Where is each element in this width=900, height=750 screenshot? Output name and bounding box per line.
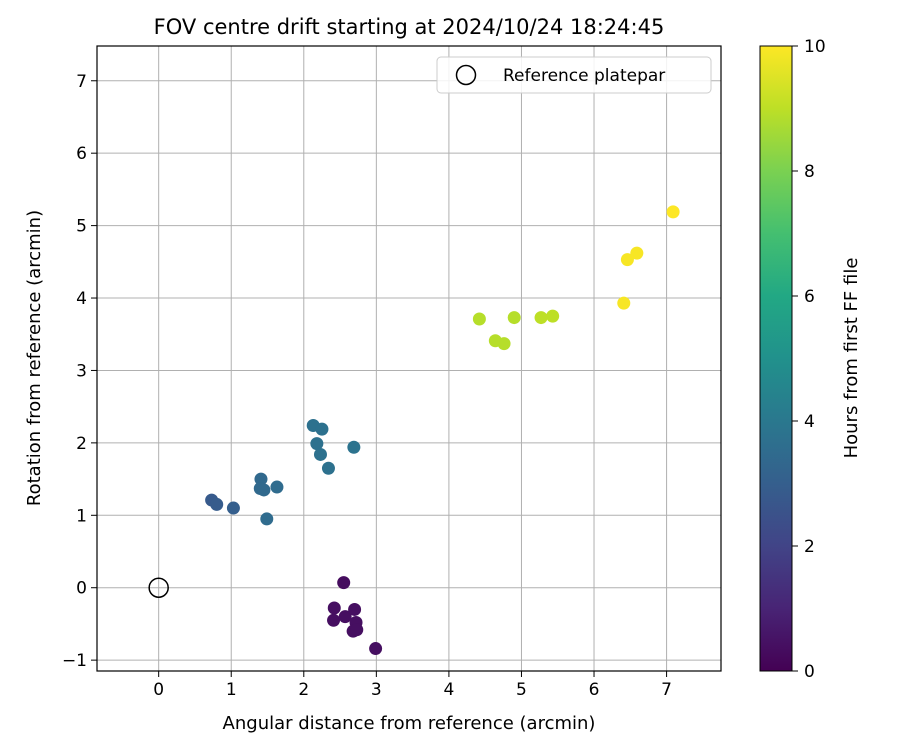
x-axis-label: Angular distance from reference (arcmin) bbox=[223, 713, 596, 734]
y-tick-label: 1 bbox=[76, 506, 87, 526]
x-tick-label: 0 bbox=[153, 680, 164, 700]
x-tick-label: 2 bbox=[298, 680, 309, 700]
x-tick-label: 6 bbox=[589, 680, 600, 700]
y-axis-ticks: −1 0 1 2 3 4 5 6 7 bbox=[62, 72, 97, 671]
colorbar-tick-label: 8 bbox=[804, 162, 815, 182]
scatter-point bbox=[338, 610, 352, 624]
x-tick-label: 3 bbox=[371, 680, 382, 700]
x-tick-label: 4 bbox=[443, 680, 454, 700]
y-tick-label: 5 bbox=[76, 217, 87, 237]
chart-title: FOV centre drift starting at 2024/10/24 … bbox=[154, 15, 665, 39]
grid-lines bbox=[97, 46, 721, 671]
scatter-point bbox=[257, 483, 271, 497]
legend-marker-icon bbox=[455, 64, 477, 86]
scatter-point bbox=[347, 440, 361, 454]
y-tick-label: 0 bbox=[76, 579, 87, 599]
y-tick-label: 6 bbox=[76, 144, 87, 164]
colorbar-tick-label: 6 bbox=[804, 287, 815, 307]
colorbar-tick-label: 0 bbox=[804, 662, 815, 682]
y-tick-label: −1 bbox=[62, 651, 87, 671]
scatter-point bbox=[254, 472, 268, 486]
data-points bbox=[148, 205, 680, 656]
x-tick-label: 5 bbox=[516, 680, 527, 700]
scatter-point bbox=[321, 461, 335, 475]
colorbar-gradient bbox=[759, 45, 793, 672]
x-axis-ticks: 0 1 2 3 4 5 6 7 bbox=[153, 671, 672, 700]
scatter-point bbox=[497, 337, 511, 351]
reference-platepar-marker bbox=[148, 577, 169, 598]
colorbar-label: Hours from first FF file bbox=[841, 258, 862, 459]
scatter-point bbox=[226, 501, 240, 515]
scatter-point bbox=[666, 205, 680, 219]
scatter-point bbox=[472, 312, 486, 326]
colorbar-tick-label: 2 bbox=[804, 537, 815, 557]
y-tick-label: 3 bbox=[76, 361, 87, 381]
colorbar-tick-label: 10 bbox=[804, 37, 826, 57]
y-tick-label: 2 bbox=[76, 434, 87, 454]
scatter-point bbox=[620, 253, 634, 267]
scatter-point bbox=[210, 497, 224, 511]
plot-frame bbox=[96, 45, 722, 672]
scatter-point bbox=[327, 601, 341, 615]
scatter-point bbox=[337, 576, 351, 590]
colorbar: 0 2 4 6 8 10 Hours from first FF file bbox=[759, 37, 862, 682]
colorbar-tick-label: 4 bbox=[804, 412, 815, 432]
scatter-point bbox=[350, 623, 364, 637]
scatter-point bbox=[534, 311, 548, 325]
scatter-point bbox=[327, 613, 341, 627]
scatter-point bbox=[310, 437, 324, 451]
colorbar-ticks: 0 2 4 6 8 10 bbox=[792, 37, 826, 682]
x-tick-label: 7 bbox=[661, 680, 672, 700]
scatter-point bbox=[507, 311, 521, 325]
scatter-point bbox=[313, 447, 327, 461]
scatter-point bbox=[315, 422, 329, 436]
legend-box bbox=[436, 56, 712, 94]
legend: Reference platepar bbox=[436, 56, 712, 94]
scatter-point bbox=[617, 296, 631, 310]
scatter-point bbox=[270, 480, 284, 494]
scatter-point bbox=[369, 642, 383, 656]
x-tick-label: 1 bbox=[226, 680, 237, 700]
scatter-point bbox=[348, 602, 362, 616]
legend-entry-reference: Reference platepar bbox=[503, 66, 665, 86]
y-tick-label: 4 bbox=[76, 289, 87, 309]
y-axis-label: Rotation from reference (arcmin) bbox=[24, 210, 45, 506]
scatter-point bbox=[546, 309, 560, 323]
scatter-point bbox=[630, 246, 644, 260]
y-tick-label: 7 bbox=[76, 72, 87, 92]
scatter-point bbox=[260, 512, 274, 526]
